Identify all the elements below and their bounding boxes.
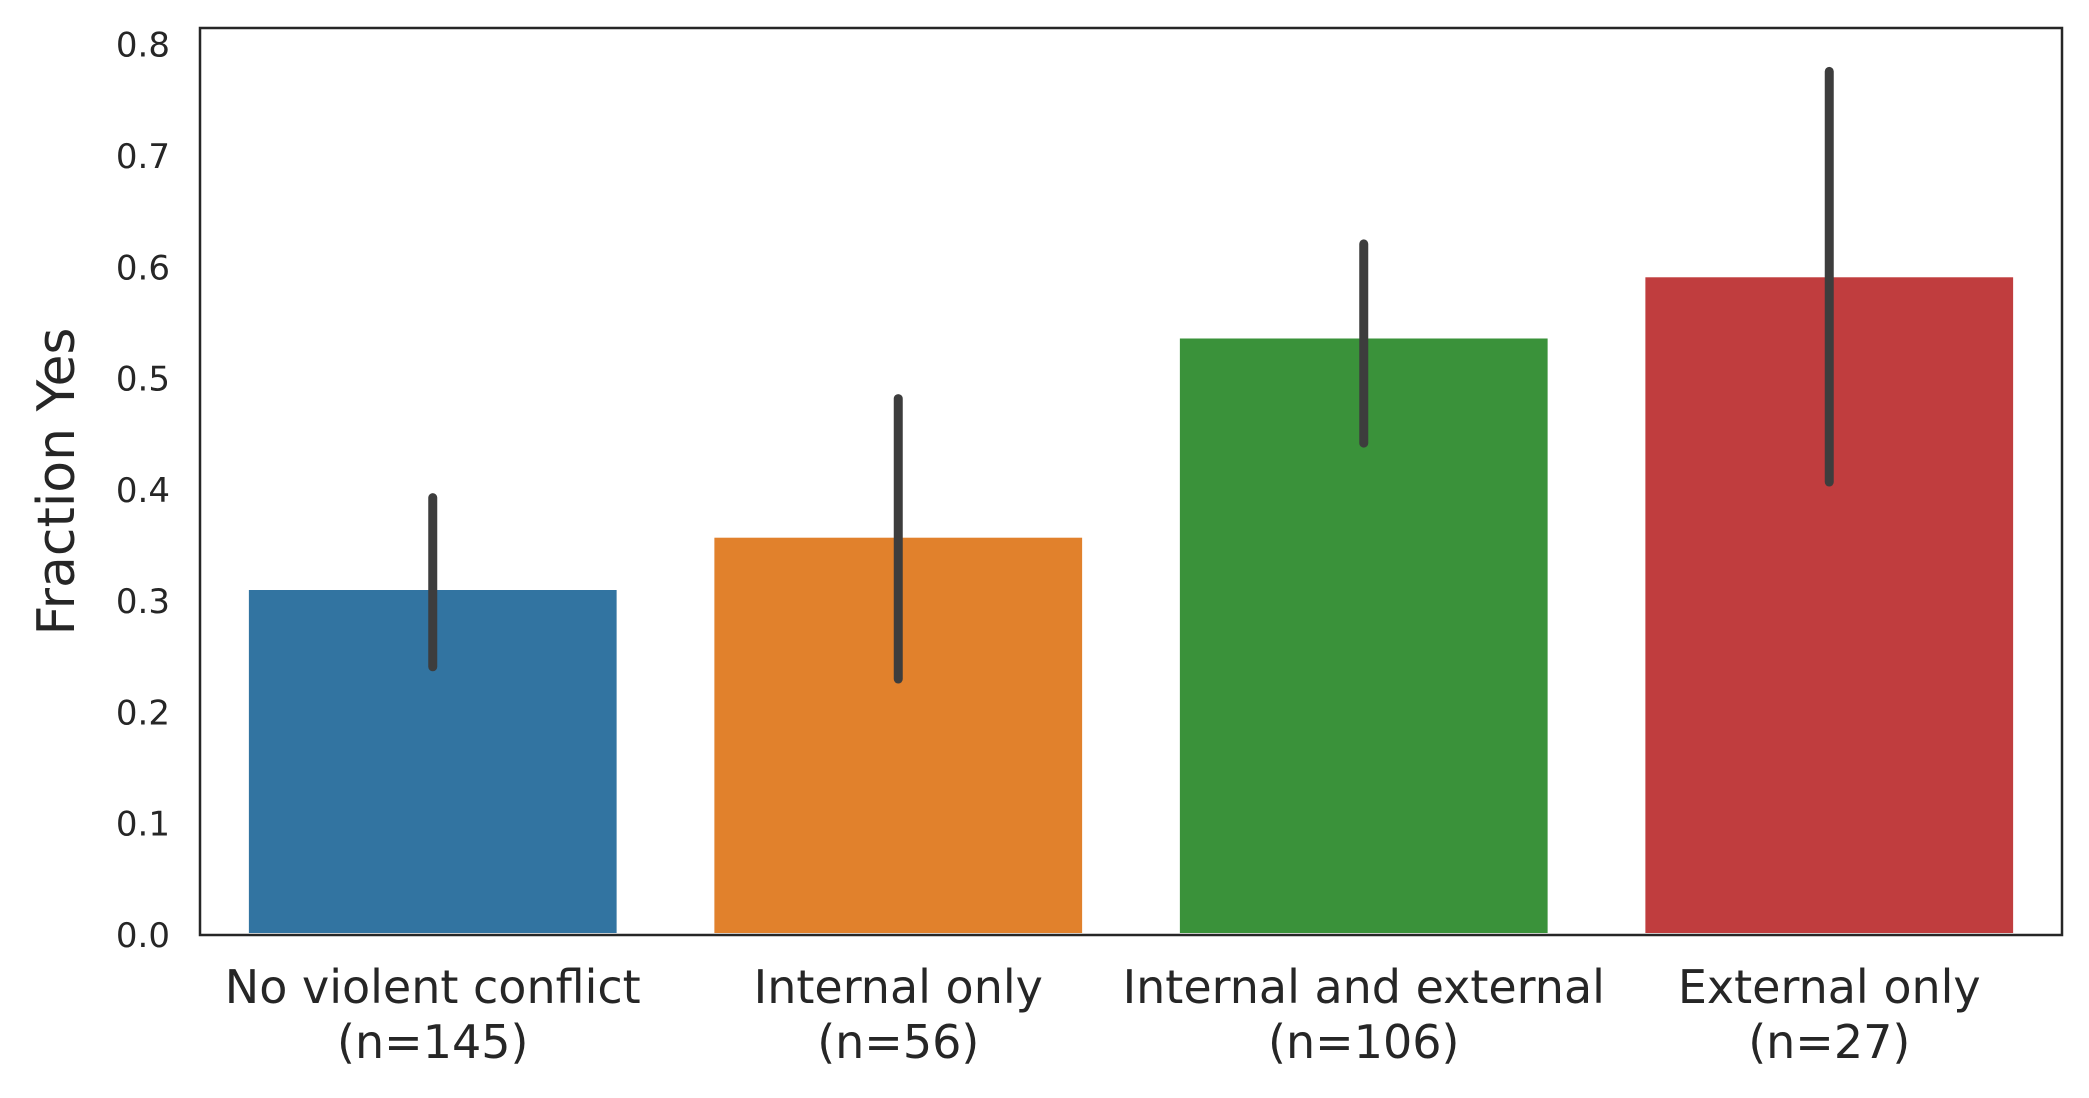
- x-tick-label-0: No violent conflict: [225, 960, 641, 1014]
- x-tick-sublabel-0: (n=145): [337, 1015, 528, 1069]
- x-tick-sublabel-3: (n=27): [1748, 1015, 1910, 1069]
- y-tick-label-1: 0.1: [116, 805, 170, 845]
- y-tick-label-5: 0.5: [116, 360, 170, 400]
- x-tick-label-3: External only: [1678, 960, 1981, 1014]
- y-tick-label-7: 0.7: [116, 137, 170, 177]
- y-axis-title: Fraction Yes: [27, 327, 87, 635]
- bars-layer: [248, 277, 2014, 933]
- x-tick-sublabel-2: (n=106): [1268, 1015, 1459, 1069]
- x-tick-sublabel-1: (n=56): [817, 1015, 979, 1069]
- plot-frame: [198, 26, 2064, 937]
- y-tick-label-3: 0.3: [116, 582, 170, 622]
- y-tick-label-4: 0.4: [116, 471, 170, 511]
- x-tick-label-2: Internal and external: [1123, 960, 1605, 1014]
- x-tick-labels: No violent conflict(n=145)Internal only(…: [225, 960, 1981, 1069]
- y-tick-label-0: 0.0: [116, 916, 170, 956]
- y-tick-label-8: 0.8: [116, 26, 170, 66]
- y-tick-label-2: 0.2: [116, 693, 170, 733]
- y-tick-label-6: 0.6: [116, 248, 170, 288]
- error-bars-layer: [428, 66, 1834, 684]
- y-tick-labels: 0.0 0.1 0.2 0.3 0.4 0.5 0.6 0.7 0.8: [116, 26, 170, 956]
- x-tick-label-1: Internal only: [754, 960, 1043, 1014]
